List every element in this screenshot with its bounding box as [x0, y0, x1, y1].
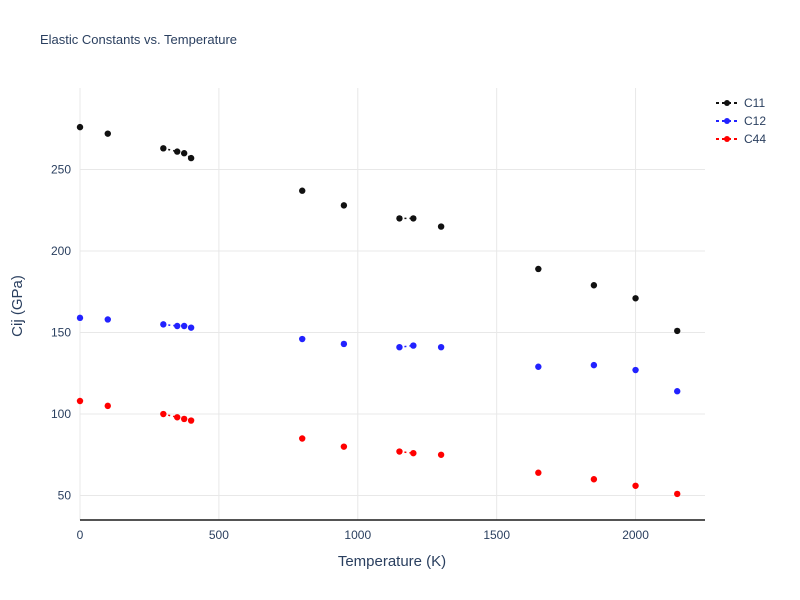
data-point-c11 — [174, 148, 181, 155]
data-point-c44 — [104, 402, 111, 410]
legend-item-c44[interactable]: C44 — [716, 132, 766, 146]
y-tick-label: 200 — [51, 244, 71, 258]
legend-label: C11 — [744, 96, 766, 110]
data-point-c44 — [437, 451, 445, 458]
x-axis-title: Temperature (K) — [338, 553, 446, 570]
legend-item-c11[interactable]: C11 — [716, 96, 766, 110]
data-point-c12 — [396, 344, 403, 351]
x-tick-label: 2000 — [622, 528, 649, 542]
c11-legend-marker-icon — [716, 98, 738, 108]
data-point-c44 — [187, 417, 195, 424]
data-point-c12 — [674, 388, 681, 395]
data-point-c12 — [340, 340, 348, 348]
data-point-c11 — [104, 130, 111, 137]
x-tick-label: 1500 — [483, 528, 510, 542]
data-point-c44 — [180, 415, 188, 423]
data-point-c44 — [160, 410, 167, 418]
data-point-c11 — [437, 223, 445, 230]
data-point-c12 — [632, 366, 639, 374]
data-point-c12 — [104, 316, 111, 323]
x-tick-label: 500 — [209, 528, 229, 542]
data-point-c44 — [174, 414, 181, 421]
data-point-c11 — [410, 215, 417, 222]
data-point-c12 — [174, 322, 181, 330]
legend-item-c12[interactable]: C12 — [716, 114, 766, 128]
data-point-c12 — [437, 344, 445, 351]
data-point-c11 — [76, 123, 84, 131]
data-point-c44 — [674, 490, 681, 498]
legend-label: C12 — [744, 114, 767, 128]
data-point-c11 — [180, 150, 188, 157]
data-point-c12 — [160, 321, 167, 328]
data-point-c12 — [187, 324, 195, 331]
data-point-c44 — [535, 469, 542, 476]
data-point-c44 — [299, 435, 306, 442]
y-tick-label: 50 — [58, 489, 72, 503]
data-point-c12 — [535, 363, 542, 370]
data-point-c12 — [180, 322, 188, 330]
data-point-c11 — [632, 295, 639, 302]
y-tick-label: 250 — [51, 163, 71, 177]
data-point-c11 — [590, 282, 598, 289]
data-point-c11 — [299, 187, 306, 194]
data-point-c12 — [590, 361, 598, 369]
y-axis-title: Cij (GPa) — [9, 275, 26, 337]
data-point-c12 — [76, 314, 84, 322]
data-point-c11 — [535, 265, 542, 273]
data-point-c44 — [632, 482, 639, 489]
x-tick-label: 1000 — [344, 528, 371, 542]
data-point-c44 — [76, 397, 84, 405]
data-point-c12 — [299, 335, 306, 343]
data-point-c44 — [590, 476, 598, 483]
legend: C11 C12 C44 — [716, 96, 766, 146]
chart-title: Elastic Constants vs. Temperature — [40, 32, 238, 47]
x-tick-label: 0 — [77, 528, 84, 542]
data-point-c11 — [396, 215, 403, 222]
c12-legend-marker-icon — [716, 116, 738, 126]
y-tick-label: 150 — [51, 326, 71, 340]
data-point-c11 — [160, 145, 167, 152]
data-point-c11 — [674, 327, 681, 335]
legend-label: C44 — [744, 132, 767, 146]
c44-legend-marker-icon — [716, 134, 738, 144]
data-point-c44 — [396, 448, 403, 455]
y-tick-label: 100 — [51, 407, 71, 421]
data-point-c44 — [410, 449, 417, 457]
data-point-c44 — [340, 443, 348, 450]
data-point-c11 — [187, 154, 195, 162]
data-point-c11 — [340, 202, 348, 209]
data-point-c12 — [410, 342, 417, 349]
